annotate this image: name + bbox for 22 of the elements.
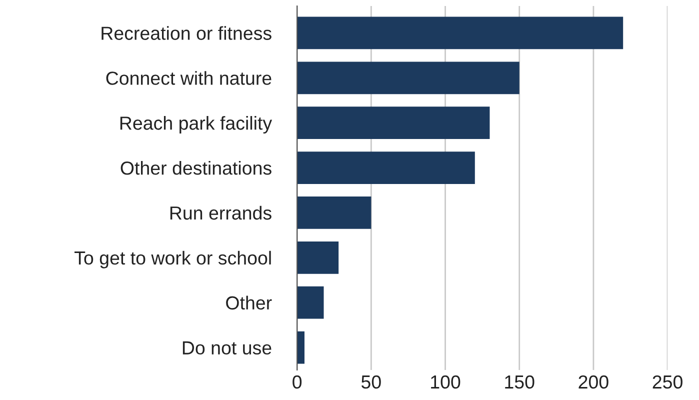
x-tick-label: 250 <box>652 375 682 389</box>
y-tick-label: Recreation or fitness <box>102 26 272 40</box>
y-tick-label: Do not use <box>182 341 272 355</box>
y-tick-label: To get to work or school <box>74 250 271 268</box>
y-tick-label: Other destinations <box>120 160 272 175</box>
y-tick-label: Reach park facility <box>120 116 272 134</box>
bar <box>297 62 520 94</box>
bar <box>297 16 624 50</box>
x-tick-label: 150 <box>505 375 534 389</box>
bar <box>297 196 372 229</box>
x-tick-label: 100 <box>431 375 460 389</box>
x-tick-label: 50 <box>361 375 381 389</box>
bar <box>297 286 324 319</box>
x-tick-label: 200 <box>578 375 608 389</box>
y-tick-label: Run errands <box>170 206 272 220</box>
y-tick-label: Other <box>226 296 272 310</box>
bar <box>297 106 490 140</box>
bar <box>297 152 475 184</box>
x-tick-label: 0 <box>292 375 302 389</box>
y-tick-label: Connect with nature <box>106 71 272 85</box>
bar <box>297 331 304 364</box>
bar <box>297 241 339 274</box>
